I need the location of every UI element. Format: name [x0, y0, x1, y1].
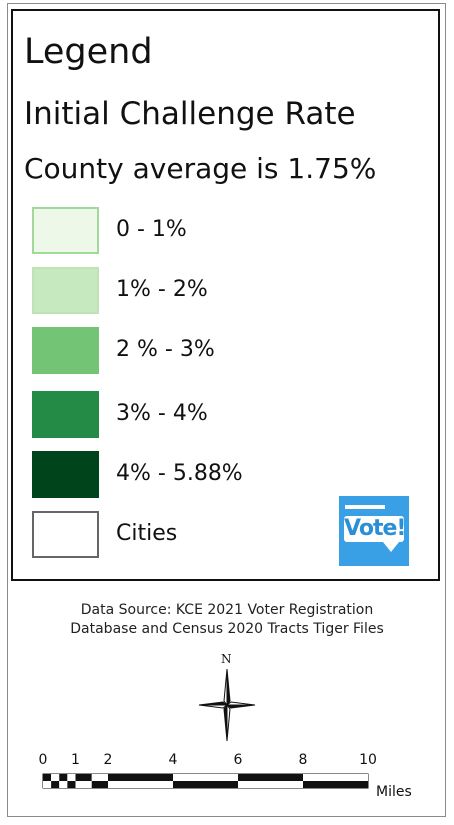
vote-logo-text: Vote! — [344, 516, 406, 542]
scale-bar-segment — [75, 774, 92, 781]
legend-label-2-3: 2 % - 3% — [116, 337, 215, 362]
scale-tick-label: 0 — [38, 752, 48, 768]
legend-label-0-1: 0 - 1% — [116, 217, 187, 242]
legend-swatch-3-4 — [32, 391, 99, 438]
scale-bar-units: Miles — [376, 784, 412, 800]
data-source-line-1: Data Source: KCE 2021 Voter Registration — [80, 602, 374, 618]
scale-tick-label: 4 — [168, 752, 178, 768]
legend-box — [11, 9, 440, 581]
scale-tick-label: 1 — [71, 752, 80, 768]
scale-bar-segment — [173, 774, 238, 781]
scale-bar — [42, 773, 369, 789]
scale-bar-segment — [51, 781, 60, 788]
scale-bar-segment — [43, 774, 52, 781]
county-average-note: County average is 1.75% — [24, 152, 377, 185]
legend-label-1-2: 1% - 2% — [116, 277, 208, 302]
scale-bar-segment — [91, 781, 108, 788]
scale-tick-label: 10 — [359, 752, 377, 768]
legend-swatch-0-1 — [32, 207, 99, 254]
scale-bar-segment — [303, 774, 368, 781]
legend-title: Legend — [24, 32, 153, 72]
legend-swatch-2-3 — [32, 327, 99, 374]
scale-bar-segment — [59, 774, 68, 781]
north-label: N — [221, 652, 232, 666]
king-county-vote-logo: Vote! — [339, 496, 409, 566]
legend-swatch-1-2 — [32, 267, 99, 314]
scale-bar-segment — [91, 774, 108, 781]
vote-logo-brand-bar — [345, 505, 385, 509]
scale-bar-segment — [173, 781, 238, 788]
vote-logo-bubble-tail — [383, 542, 399, 552]
scale-bar-segment — [238, 781, 303, 788]
scale-tick-label: 6 — [233, 752, 243, 768]
scale-tick-label: 2 — [103, 752, 113, 768]
legend-swatch-cities — [32, 511, 99, 558]
scale-bar-segment — [51, 774, 60, 781]
scale-bar-segment — [238, 774, 303, 781]
scale-tick-label: 8 — [298, 752, 308, 768]
legend-label-cities: Cities — [116, 521, 178, 546]
legend-label-4-588: 4% - 5.88% — [116, 461, 243, 486]
scale-bar-segment — [108, 774, 173, 781]
scale-bar-segment — [43, 781, 52, 788]
scale-bar-segment — [75, 781, 92, 788]
legend-label-3-4: 3% - 4% — [116, 401, 208, 426]
scale-bar-segment — [67, 781, 76, 788]
scale-bar-segment — [303, 781, 368, 788]
legend-swatch-4-588 — [32, 451, 99, 498]
scale-bar-segment — [108, 781, 173, 788]
legend-subtitle: Initial Challenge Rate — [24, 96, 356, 132]
scale-bar-segment — [59, 781, 68, 788]
scale-bar-segment — [67, 774, 76, 781]
data-source-line-2: Database and Census 2020 Tracts Tiger Fi… — [70, 621, 384, 637]
compass-rose-icon — [198, 668, 256, 742]
